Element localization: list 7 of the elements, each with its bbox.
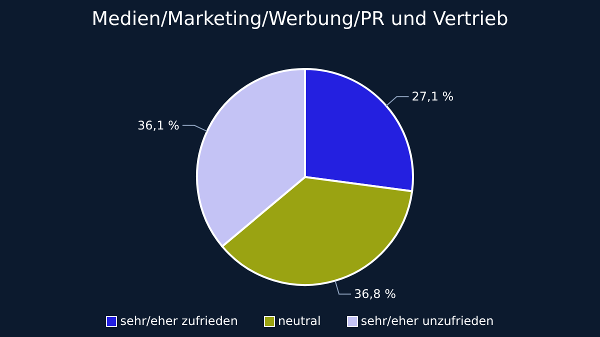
data-label: 27,1 % [412, 90, 454, 104]
legend-label: neutral [278, 314, 321, 328]
chart-title: Medien/Marketing/Werbung/PR und Vertrieb [90, 8, 510, 30]
data-label: 36,8 % [354, 287, 396, 302]
legend-label: sehr/eher zufrieden [120, 314, 238, 328]
legend-label: sehr/eher unzufrieden [360, 314, 494, 328]
data-label: 36,1 % [138, 118, 180, 132]
